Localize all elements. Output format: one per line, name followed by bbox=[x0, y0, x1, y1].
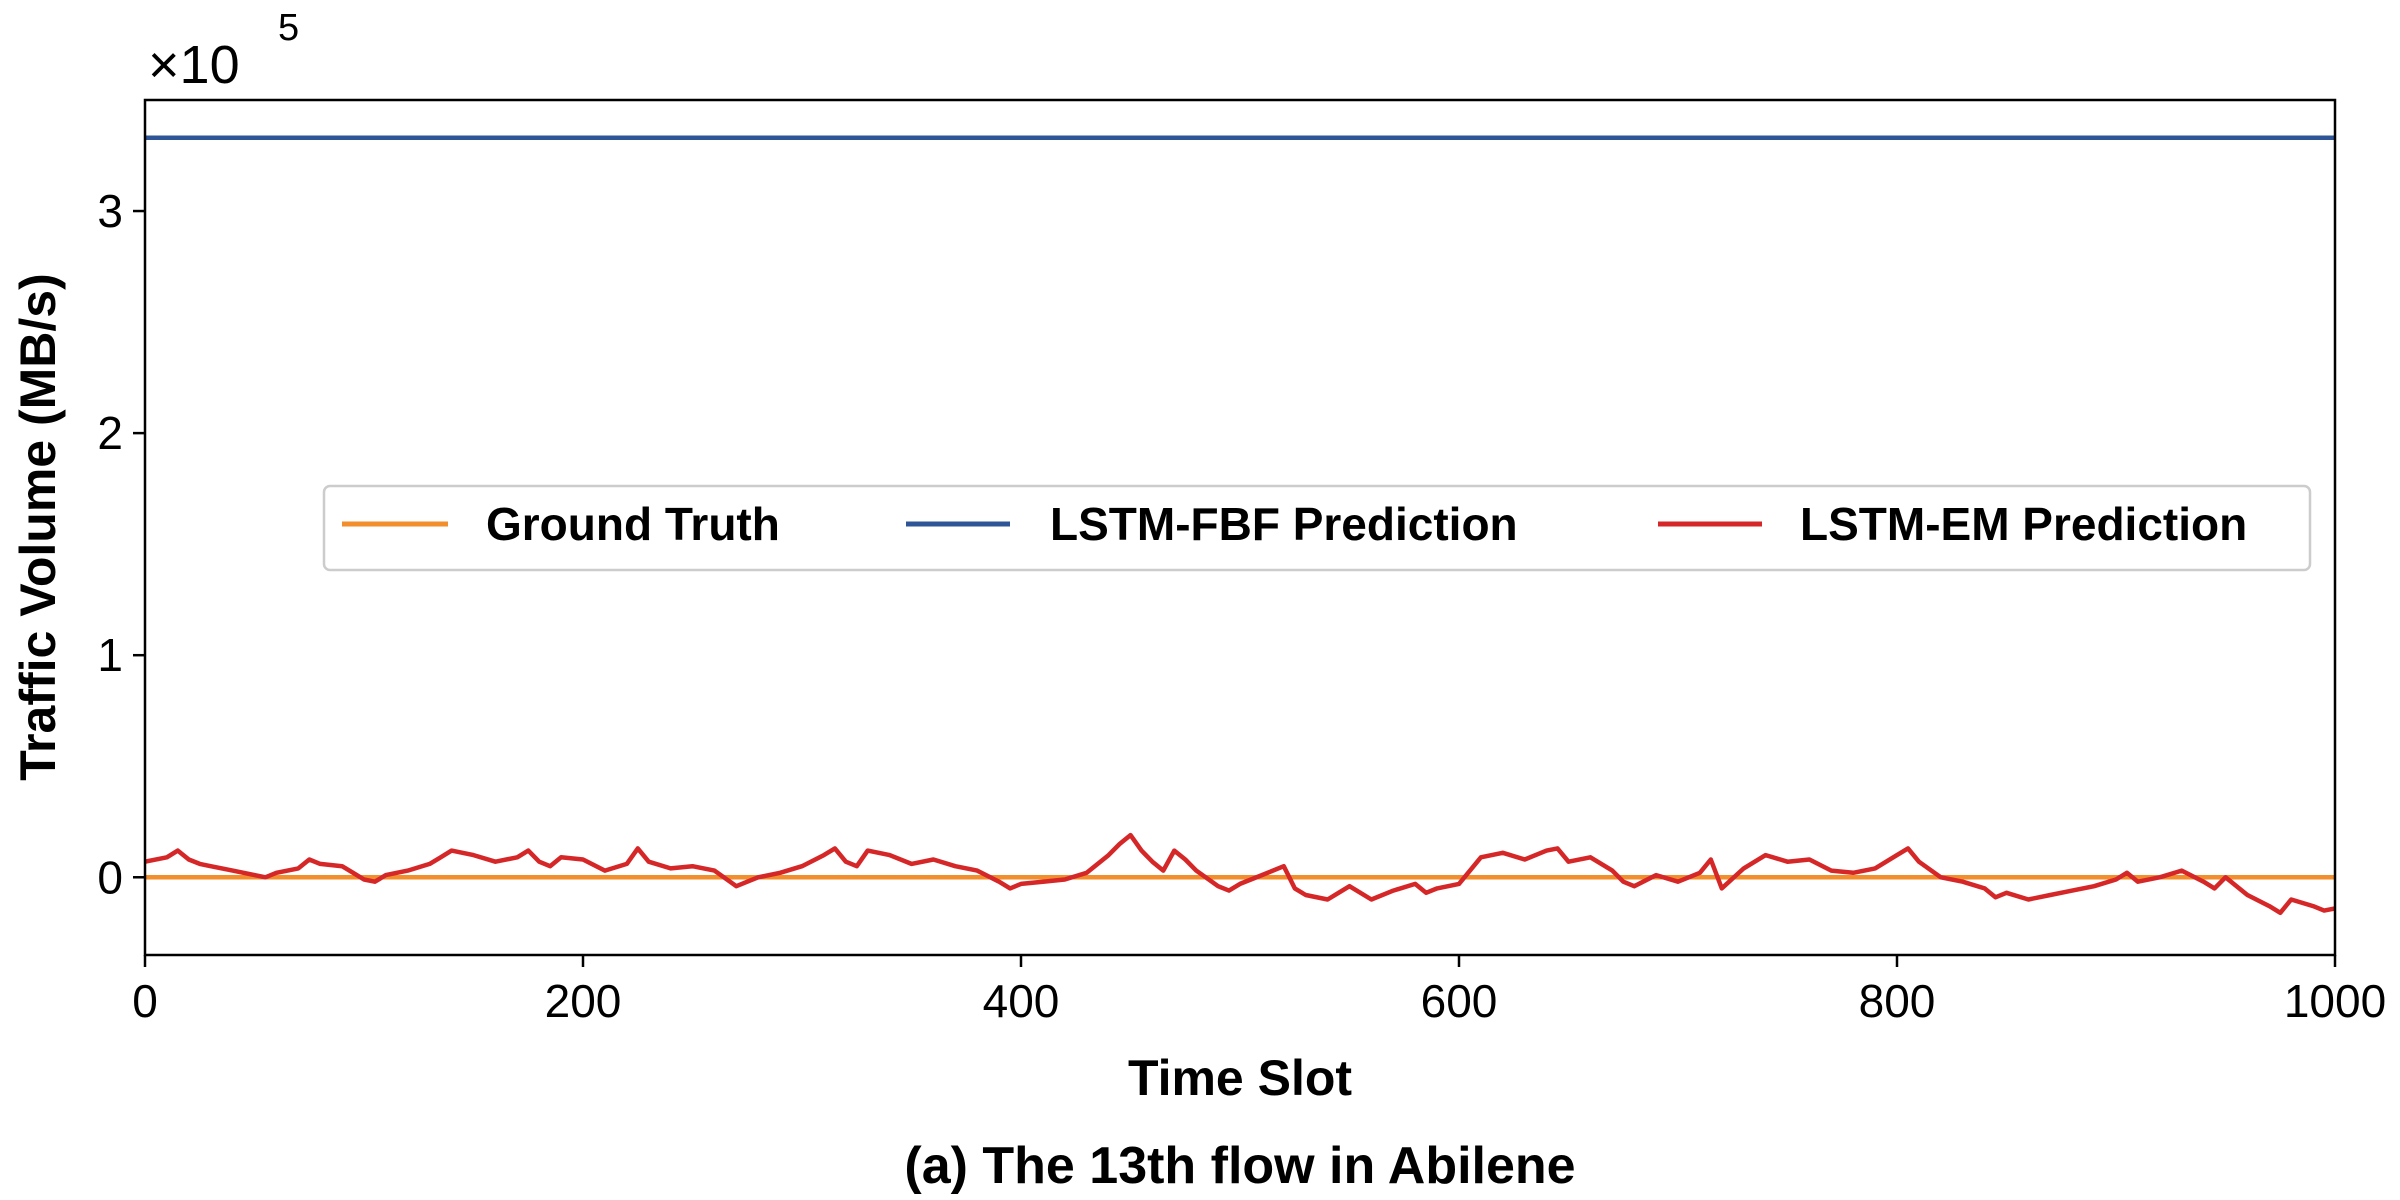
y-axis-title: Traffic Volume (MB/s) bbox=[10, 273, 66, 780]
legend-label-lstm-em: LSTM-EM Prediction bbox=[1800, 498, 2247, 550]
x-tick-label: 1000 bbox=[2284, 975, 2386, 1027]
x-tick-label: 800 bbox=[1859, 975, 1936, 1027]
x-tick-label: 200 bbox=[545, 975, 622, 1027]
y-tick-label: 2 bbox=[97, 407, 123, 459]
legend-label-lstm-fbf: LSTM-FBF Prediction bbox=[1050, 498, 1518, 550]
y-axis-multiplier-exponent: 5 bbox=[278, 7, 299, 49]
x-tick-label: 600 bbox=[1421, 975, 1498, 1027]
y-tick-label: 3 bbox=[97, 185, 123, 237]
x-axis-title: Time Slot bbox=[1128, 1050, 1352, 1106]
y-tick-label: 0 bbox=[97, 851, 123, 903]
x-tick-label: 400 bbox=[983, 975, 1060, 1027]
x-tick-label: 0 bbox=[132, 975, 158, 1027]
y-axis-multiplier: ×10 bbox=[148, 35, 240, 95]
figure-caption: (a) The 13th flow in Abilene bbox=[904, 1137, 1575, 1195]
legend: Ground Truth LSTM-FBF Prediction LSTM-EM… bbox=[324, 486, 2310, 570]
y-tick-label: 1 bbox=[97, 629, 123, 681]
legend-label-ground-truth: Ground Truth bbox=[486, 498, 780, 550]
